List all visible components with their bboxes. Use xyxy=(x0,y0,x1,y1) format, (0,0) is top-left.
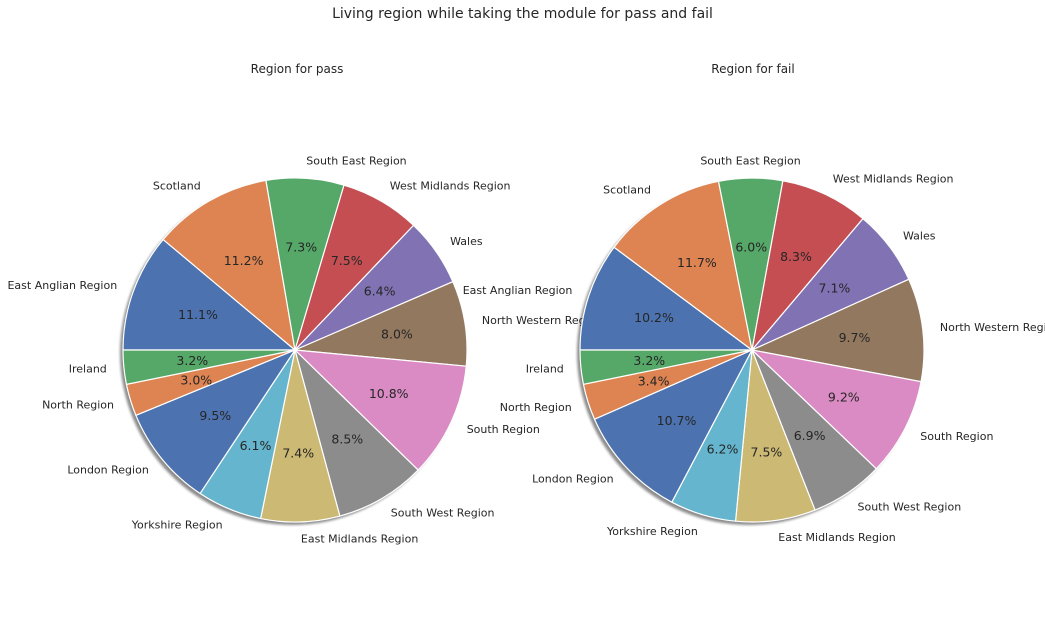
pie-pct-label-fail-scotland: 11.7% xyxy=(677,255,717,270)
pie-category-label-pass-west-midlands-region: West Midlands Region xyxy=(390,180,511,193)
pie-category-label-fail-north-region: North Region xyxy=(500,401,572,414)
pie-pct-label-fail-north-western-region: 9.7% xyxy=(839,330,871,345)
pie-slice-fail-london-region xyxy=(593,349,753,503)
pie-pct-label-fail-london-region: 10.7% xyxy=(657,413,697,428)
pie-category-label-fail-ireland: Ireland xyxy=(526,363,564,376)
pie-category-label-fail-west-midlands-region: West Midlands Region xyxy=(833,172,954,185)
pie-slice-pass-east-anglian-region xyxy=(122,238,296,351)
pie-category-label-pass-south-region: South Region xyxy=(467,423,540,436)
pie-pct-label-fail-south-west-region: 6.9% xyxy=(794,428,826,443)
pie-slice-pass-london-region xyxy=(135,349,296,495)
pie-category-label-pass-ireland: Ireland xyxy=(69,363,107,376)
pie-pct-label-fail-north-region: 3.4% xyxy=(638,374,670,389)
pie-pct-label-fail-yorkshire-region: 6.2% xyxy=(707,441,739,456)
pie-category-label-fail-south-west-region: South West Region xyxy=(858,501,962,514)
pie-pct-label-pass-south-west-region: 8.5% xyxy=(331,432,363,447)
pie-category-label-fail-east-midlands-region: East Midlands Region xyxy=(778,531,895,544)
pie-category-label-fail-scotland: Scotland xyxy=(603,184,651,197)
pie-category-label-fail-east-anglian-region: East Anglian Region xyxy=(463,284,573,297)
pie-pct-label-fail-south-region: 9.2% xyxy=(828,390,860,405)
pie-chart-pass: 11.1% East Anglian Region 11.2% Scotland 7.3… xyxy=(7,155,602,546)
pie-pct-label-pass-east-anglian-region: 11.1% xyxy=(178,307,218,322)
pie-pct-label-pass-north-western-region: 8.0% xyxy=(381,326,413,341)
pie-category-label-pass-north-region: North Region xyxy=(42,399,114,412)
pie-slice-pass-south-west-region xyxy=(294,349,419,517)
pie-pct-label-pass-west-midlands-region: 7.5% xyxy=(331,253,363,268)
pie-fail-title: Region for fail xyxy=(711,62,795,76)
pie-category-label-pass-south-west-region: South West Region xyxy=(391,507,495,520)
pie-pct-label-fail-ireland: 3.2% xyxy=(633,353,665,368)
pie-pct-label-pass-north-region: 3.0% xyxy=(180,373,212,388)
pie-category-label-pass-scotland: Scotland xyxy=(153,180,201,193)
pie-slice-fail-north-western-region xyxy=(751,278,925,383)
pie-category-label-fail-south-region: South Region xyxy=(920,430,993,443)
pie-category-label-pass-north-western-region: North Western Region xyxy=(482,314,603,327)
pie-pct-label-pass-london-region: 9.5% xyxy=(199,408,231,423)
pie-pass-title: Region for pass xyxy=(250,62,344,76)
pie-category-label-fail-south-east-region: South East Region xyxy=(700,154,800,167)
pie-slice-fail-east-anglian-region xyxy=(579,246,753,351)
pie-pct-label-fail-west-midlands-region: 8.3% xyxy=(780,249,812,264)
pie-slice-pass-south-region xyxy=(294,349,467,471)
pie-category-label-fail-north-western-region: North Western Region xyxy=(940,321,1045,334)
pie-slice-pass-scotland xyxy=(162,179,296,351)
pie-pct-label-pass-yorkshire-region: 6.1% xyxy=(240,438,272,453)
pie-pct-label-pass-ireland: 3.2% xyxy=(176,353,208,368)
pie-category-label-pass-east-anglian-region: East Anglian Region xyxy=(7,279,117,292)
pie-pct-label-pass-east-midlands-region: 7.4% xyxy=(282,446,314,461)
pie-slice-fail-scotland xyxy=(613,180,753,351)
pie-slice-fail-west-midlands-region xyxy=(751,180,864,351)
figure-title: Living region while taking the module fo… xyxy=(332,6,713,22)
pie-slice-fail-ireland xyxy=(579,349,753,385)
pie-pct-label-pass-south-east-region: 7.3% xyxy=(285,240,317,255)
pie-slice-pass-ireland xyxy=(122,349,296,385)
pie-pct-label-fail-wales: 7.1% xyxy=(819,280,851,295)
pie-category-label-fail-yorkshire-region: Yorkshire Region xyxy=(606,525,698,538)
pie-category-label-pass-yorkshire-region: Yorkshire Region xyxy=(131,518,223,531)
pie-chart-fail: 10.2% East Anglian Region 11.7% Scotland 6.0… xyxy=(463,154,1045,544)
pie-pct-label-fail-east-midlands-region: 7.5% xyxy=(751,445,783,460)
pie-category-label-fail-london-region: London Region xyxy=(532,473,614,486)
pie-pct-label-pass-wales: 6.4% xyxy=(364,283,396,298)
pie-category-label-pass-wales: Wales xyxy=(450,235,483,248)
pie-pct-label-fail-south-east-region: 6.0% xyxy=(735,239,767,254)
pie-category-label-pass-london-region: London Region xyxy=(67,464,149,477)
pie-pct-label-pass-scotland: 11.2% xyxy=(224,253,264,268)
pie-pct-label-pass-south-region: 10.8% xyxy=(369,386,409,401)
pie-category-label-pass-south-east-region: South East Region xyxy=(306,155,406,168)
pie-slice-fail-south-region xyxy=(751,349,922,470)
pie-pct-label-fail-east-anglian-region: 10.2% xyxy=(634,310,674,325)
pie-category-label-fail-wales: Wales xyxy=(903,230,936,243)
pie-category-label-pass-east-midlands-region: East Midlands Region xyxy=(301,533,418,546)
